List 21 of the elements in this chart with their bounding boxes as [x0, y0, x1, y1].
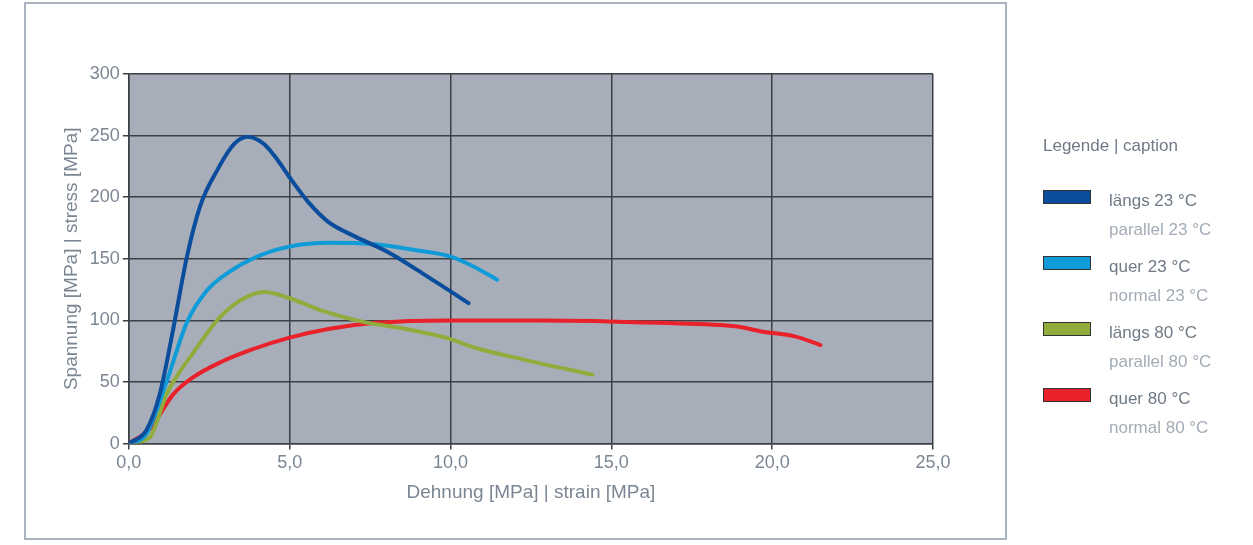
y-axis-title: Spannung [MPa] | stress [MPa] — [59, 127, 81, 391]
x-tick-label: 25,0 — [915, 452, 951, 473]
legend-label: längs 23 °C parallel 23 °C — [1109, 189, 1212, 241]
y-tick-label: 250 — [89, 124, 120, 145]
legend-label: quer 23 °C normal 23 °C — [1109, 255, 1209, 307]
y-tick-label: 100 — [89, 309, 120, 330]
x-tick-label: 10,0 — [432, 452, 469, 473]
x-tick-label: 0,0 — [116, 452, 142, 473]
y-tick-label: 0 — [109, 432, 120, 453]
line-series — [128, 134, 471, 444]
legend-label: quer 80 °C normal 80 °C — [1109, 387, 1209, 439]
x-tick-label: 20,0 — [754, 452, 790, 473]
y-tick-label: 200 — [89, 186, 120, 207]
x-axis-title: Dehnung [MPa] | strain [MPa] — [406, 480, 656, 502]
y-tick-label: 150 — [89, 247, 120, 268]
legend-label: längs 80 °C parallel 80 °C — [1109, 321, 1212, 373]
legend-title: Legende | caption — [1043, 135, 1179, 156]
x-tick-label: 15,0 — [593, 452, 629, 473]
y-tick-label: 300 — [89, 62, 120, 83]
y-tick-label: 50 — [99, 370, 120, 391]
x-tick-label: 5,0 — [277, 452, 303, 473]
